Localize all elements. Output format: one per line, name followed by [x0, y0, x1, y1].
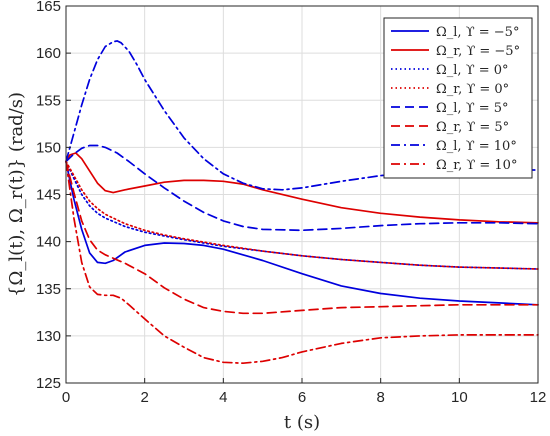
y-tick-label: 160 [36, 45, 61, 62]
y-tick-label: 125 [36, 375, 61, 392]
y-tick-label: 145 [36, 187, 61, 204]
y-tick-label: 150 [36, 139, 61, 156]
legend-label: Ω_r, ϒ = 10° [436, 158, 517, 173]
y-tick-label: 135 [36, 281, 61, 298]
y-axis-label: {Ω_l(t), Ω_r(t)} (rad/s) [6, 92, 27, 297]
x-tick-label: 12 [530, 389, 547, 406]
legend-label: Ω_l, ϒ = 10° [436, 139, 517, 154]
x-tick-label: 8 [376, 389, 384, 406]
legend-box [383, 17, 533, 179]
series-line [65, 160, 539, 270]
y-axis-label-text: {Ω_l(t), Ω_r(t)} (rad/s) [6, 92, 27, 297]
x-tick-label: 2 [140, 389, 148, 406]
series-line [65, 152, 539, 224]
legend-label: Ω_r, ϒ = 0° [436, 82, 509, 97]
x-tick-label: 6 [298, 389, 306, 406]
legend-label: Ω_r, ϒ = −5° [436, 44, 520, 59]
series-line [65, 160, 539, 365]
legend-label: Ω_l, ϒ = 0° [436, 63, 509, 78]
y-tick-label: 165 [36, 0, 61, 15]
tick-layer: 0 2 4 6 8 10 12 125 130 135 140 145 150 155 160 165 [36, 0, 546, 406]
series-line [65, 160, 539, 270]
legend-label: Ω_l, ϒ = −5° [436, 25, 519, 40]
y-tick-label: 155 [36, 92, 61, 109]
legend: Ω_l, ϒ = −5° Ω_r, ϒ = −5° Ω_l, ϒ = 0° Ω_r, … [383, 17, 533, 179]
y-tick-label: 140 [36, 234, 61, 251]
x-axis-label: t (s) [284, 412, 320, 433]
x-tick-label: 0 [62, 389, 70, 406]
series-line [65, 160, 539, 315]
series-line [65, 40, 539, 191]
series-layer [65, 40, 539, 365]
x-tick-label: 4 [219, 389, 227, 406]
series-line [65, 144, 539, 232]
x-axis-label-text: t (s) [284, 412, 320, 433]
y-tick-label: 130 [36, 328, 61, 345]
x-tick-label: 10 [451, 389, 468, 406]
legend-label: Ω_l, ϒ = 5° [436, 101, 509, 116]
legend-label: Ω_r, ϒ = 5° [436, 120, 509, 135]
series-line [65, 160, 539, 306]
